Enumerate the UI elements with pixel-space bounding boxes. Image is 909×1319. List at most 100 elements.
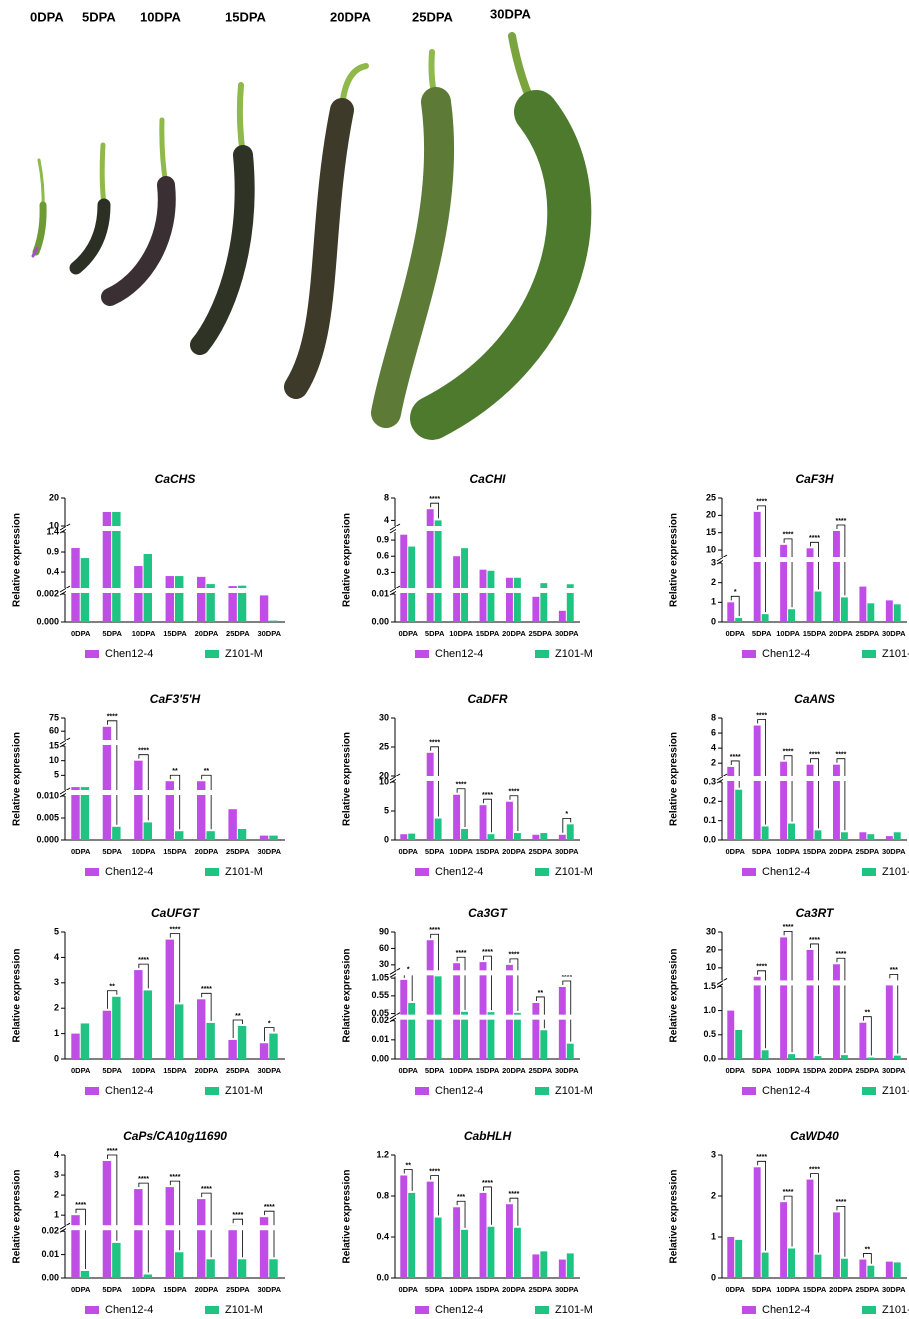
bar — [480, 962, 487, 1059]
x-tick-label: 30DPA — [882, 629, 906, 638]
x-tick-label: 5DPA — [102, 847, 122, 856]
bar — [859, 832, 866, 840]
bar — [559, 835, 566, 840]
bars — [71, 940, 277, 1059]
significance-label: **** — [783, 924, 794, 931]
bar — [815, 1056, 822, 1059]
chart: Ca3RTRelative expression0.00.51.01.51020… — [669, 906, 909, 1097]
significance-label: ** — [109, 984, 115, 991]
significance-label: **** — [482, 949, 493, 956]
bar — [754, 726, 761, 840]
bar — [506, 965, 513, 1059]
bar — [175, 1252, 183, 1278]
bar — [435, 520, 442, 622]
legend-swatch — [535, 1087, 549, 1095]
axis-gap — [723, 980, 908, 985]
y-tick-label: 0.55 — [371, 990, 389, 1000]
significance-label: **** — [756, 499, 767, 506]
significance-label: ** — [405, 1162, 411, 1169]
bar — [886, 600, 893, 622]
y-tick-label: 1.5 — [703, 981, 716, 991]
significance-label: **** — [201, 1186, 212, 1193]
chart-title: CaUFGT — [151, 906, 201, 920]
pepper-fruit — [296, 110, 342, 387]
bar — [238, 829, 246, 840]
chart-title: CabHLH — [464, 1129, 512, 1143]
bar — [269, 1034, 277, 1059]
chart-title: CaCHI — [469, 472, 506, 486]
significance-label: **** — [809, 1166, 820, 1173]
y-tick-label: 0.01 — [371, 588, 389, 598]
significance-label: **** — [783, 749, 794, 756]
y-axis-label: Relative expression — [342, 1170, 353, 1264]
bar — [540, 1251, 547, 1278]
x-tick-label: 10DPA — [449, 629, 473, 638]
bar — [886, 980, 893, 1059]
legend-swatch — [415, 1306, 429, 1314]
y-tick-label: 30 — [379, 712, 389, 722]
bar — [400, 1176, 407, 1279]
bar — [559, 987, 566, 1059]
bar — [453, 1207, 460, 1278]
y-tick-label: 0.8 — [376, 1190, 389, 1200]
bar — [461, 1230, 468, 1278]
bar — [461, 829, 468, 840]
bar — [559, 611, 566, 622]
legend-swatch — [415, 1087, 429, 1095]
y-axis-label: Relative expression — [342, 949, 353, 1043]
y-tick-label: 2 — [54, 1189, 59, 1199]
significance-label: **** — [138, 957, 149, 964]
photo-label: 20DPA — [330, 9, 372, 24]
y-tick-label: 0 — [711, 1272, 716, 1282]
pepper-fruit — [110, 185, 167, 297]
photo-label: 10DPA — [140, 9, 182, 24]
bar — [735, 790, 742, 840]
x-tick-label: 10DPA — [776, 1066, 800, 1075]
legend-label: Z101-M — [225, 1304, 263, 1316]
legend-swatch — [415, 650, 429, 658]
chart-title: CaWD40 — [790, 1129, 839, 1143]
axis-gap — [66, 790, 286, 795]
x-tick-label: 0DPA — [398, 847, 418, 856]
y-tick-label: 10 — [706, 962, 716, 972]
y-tick-label: 2 — [711, 758, 716, 768]
significance-label: ** — [865, 1010, 871, 1017]
y-tick-label: 0.010 — [36, 790, 59, 800]
bar — [532, 1254, 539, 1278]
x-tick-label: 20DPA — [502, 1285, 526, 1294]
chart: CabHLHRelative expression0.00.40.81.20DP… — [342, 1129, 593, 1316]
significance-label: **** — [756, 1154, 767, 1161]
significance-label: * — [268, 1020, 271, 1027]
bar — [788, 1054, 795, 1059]
legend-swatch — [85, 868, 99, 876]
bar — [841, 1055, 848, 1059]
y-tick-label: 30 — [379, 959, 389, 969]
bar — [514, 1013, 521, 1059]
significance-label: **** — [756, 964, 767, 971]
bar — [807, 950, 814, 1059]
bar — [727, 1237, 734, 1278]
y-axis-label: Relative expression — [12, 949, 23, 1043]
bar — [427, 940, 434, 1059]
x-tick-label: 15DPA — [163, 1285, 187, 1294]
y-tick-label: 10 — [706, 544, 716, 554]
significance-label: **** — [429, 496, 440, 503]
bar — [81, 787, 89, 840]
chart: CaF3'5'HRelative expression0.0000.0050.0… — [12, 692, 286, 878]
bar — [762, 614, 769, 622]
x-tick-label: 25DPA — [529, 1066, 553, 1075]
pepper-stem — [162, 120, 166, 185]
y-tick-label: 30 — [706, 926, 716, 936]
x-tick-label: 5DPA — [425, 1066, 445, 1075]
significance-label: **** — [835, 1199, 846, 1206]
x-tick-label: 0DPA — [725, 847, 745, 856]
bar — [788, 1248, 795, 1278]
significance-label: **** — [170, 1174, 181, 1181]
x-tick-label: 30DPA — [555, 1285, 579, 1294]
bar — [112, 827, 120, 840]
legend-label: Chen12-4 — [762, 866, 810, 878]
legend-swatch — [742, 868, 756, 876]
y-tick-label: 3 — [54, 1169, 59, 1179]
bar — [480, 805, 487, 840]
